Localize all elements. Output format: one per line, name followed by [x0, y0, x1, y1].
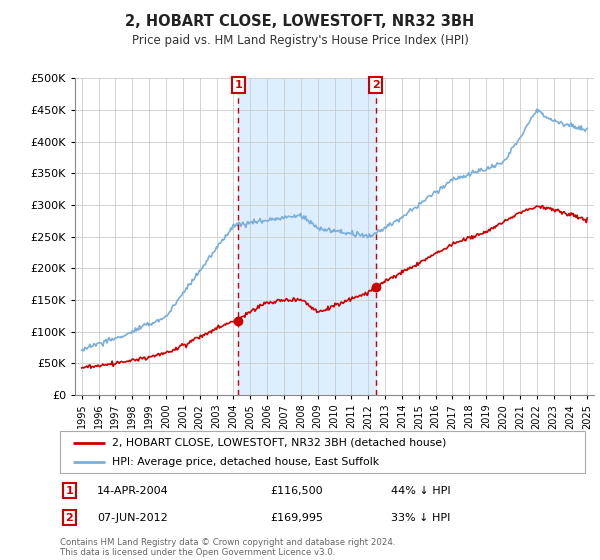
Bar	[238, 78, 376, 395]
Text: HPI: Average price, detached house, East Suffolk: HPI: Average price, detached house, East…	[113, 457, 380, 467]
Text: 1: 1	[65, 486, 73, 496]
Text: £169,995: £169,995	[270, 512, 323, 522]
Text: 07-JUN-2012: 07-JUN-2012	[97, 512, 167, 522]
Text: Contains HM Land Registry data © Crown copyright and database right 2024.
This d: Contains HM Land Registry data © Crown c…	[60, 538, 395, 557]
FancyBboxPatch shape	[60, 431, 585, 473]
Text: 2: 2	[65, 512, 73, 522]
Text: £116,500: £116,500	[270, 486, 323, 496]
Text: 33% ↓ HPI: 33% ↓ HPI	[391, 512, 450, 522]
Text: 2: 2	[372, 80, 379, 90]
Text: 2, HOBART CLOSE, LOWESTOFT, NR32 3BH: 2, HOBART CLOSE, LOWESTOFT, NR32 3BH	[125, 14, 475, 29]
Text: 44% ↓ HPI: 44% ↓ HPI	[391, 486, 451, 496]
Text: 1: 1	[235, 80, 242, 90]
Text: 2, HOBART CLOSE, LOWESTOFT, NR32 3BH (detached house): 2, HOBART CLOSE, LOWESTOFT, NR32 3BH (de…	[113, 437, 447, 447]
Text: 14-APR-2004: 14-APR-2004	[97, 486, 169, 496]
Text: Price paid vs. HM Land Registry's House Price Index (HPI): Price paid vs. HM Land Registry's House …	[131, 34, 469, 46]
